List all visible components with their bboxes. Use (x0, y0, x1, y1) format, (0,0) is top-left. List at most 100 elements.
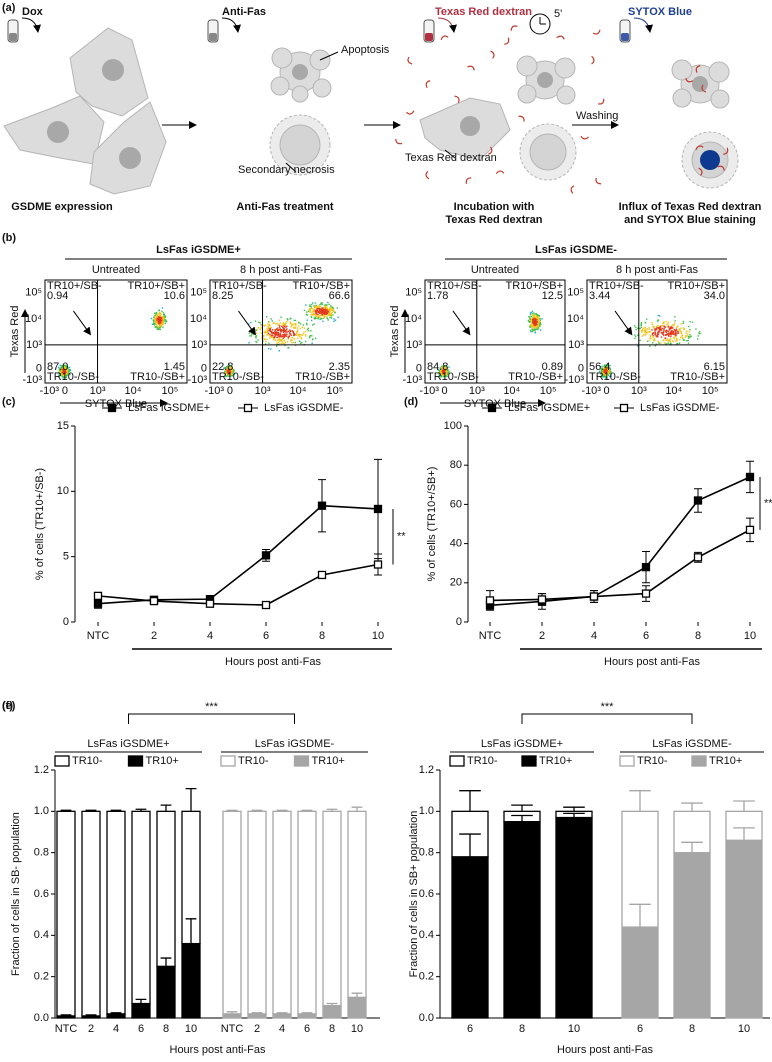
quadrant-value: 34.0 (704, 290, 725, 302)
event-dot (289, 322, 292, 325)
event-dot (58, 374, 60, 376)
event-dot (61, 374, 63, 376)
event-dot (274, 329, 276, 331)
x-tick-label: 8 (695, 630, 701, 642)
event-dot (64, 369, 66, 371)
event-dot (63, 375, 65, 377)
x-tick-label: 2 (539, 630, 545, 642)
event-dot (667, 332, 669, 335)
event-dot (158, 324, 161, 327)
event-dot (537, 327, 540, 329)
y-tick-label: 10⁴ (405, 313, 422, 325)
event-dot (536, 321, 538, 323)
event-dot (291, 338, 293, 341)
event-dot (224, 373, 226, 375)
event-dot (283, 323, 286, 325)
event-dot (653, 338, 656, 340)
event-dot (672, 340, 674, 342)
y-tick-label: 40 (450, 538, 462, 550)
event-dot (224, 368, 227, 370)
event-dot (280, 339, 283, 342)
y-tick-label: 100 (444, 420, 462, 432)
event-dot (62, 370, 64, 372)
event-dot (156, 314, 158, 316)
event-dot (439, 372, 441, 375)
x-tick-label: 8 (689, 1023, 695, 1035)
event-dot (666, 339, 668, 341)
event-dot (602, 371, 604, 374)
dextran (425, 170, 430, 180)
event-dot (538, 314, 541, 317)
event-dot (610, 371, 612, 373)
event-dot (675, 331, 677, 334)
event-dot (66, 373, 69, 375)
event-dot (310, 319, 313, 322)
event-dot (445, 368, 448, 370)
event-dot (644, 334, 646, 336)
event-dot (330, 306, 332, 309)
event-dot (160, 317, 163, 319)
event-dot (162, 323, 164, 325)
event-dot (533, 314, 535, 317)
event-dot (285, 335, 287, 337)
y-tick-label: 10⁴ (190, 313, 207, 325)
event-dot (671, 330, 674, 333)
pointer (319, 51, 339, 61)
x-tick-label: -10³ (204, 385, 224, 397)
bar-segment (621, 926, 659, 1019)
event-dot (226, 365, 229, 367)
event-dot (161, 320, 164, 322)
event-dot (640, 324, 643, 326)
significance: *** (601, 701, 615, 713)
event-dot (259, 322, 262, 324)
event-dot (258, 321, 260, 324)
x-tick-label: 10 (185, 1023, 197, 1035)
x-tick-label: 2 (151, 630, 157, 642)
event-dot (227, 374, 229, 376)
quadrant-name: TR10-/SB- (589, 371, 641, 383)
bar-segment (451, 856, 489, 1019)
event-dot (252, 333, 255, 336)
event-dot (657, 326, 659, 329)
data-point (93, 591, 103, 601)
event-dot (276, 339, 278, 342)
event-dot (445, 373, 448, 376)
y-tick-label: 20 (450, 577, 462, 589)
event-dot (327, 301, 329, 304)
plot-frame (586, 279, 728, 384)
error-bar (251, 1012, 263, 1014)
step-caption: and SYTOX Blue staining (624, 214, 756, 226)
bleb (270, 76, 290, 96)
event-dot (532, 321, 535, 323)
event-dot (674, 316, 676, 318)
event-dot (674, 329, 676, 332)
event-dot (282, 326, 284, 329)
event-dot (438, 369, 440, 372)
annotation: Apoptosis (341, 44, 390, 56)
x-tick-label: 2 (254, 1023, 260, 1035)
event-dot (313, 305, 315, 307)
event-dot (288, 336, 290, 338)
event-dot (438, 374, 441, 377)
event-dot (531, 330, 534, 333)
event-dot (687, 342, 690, 344)
event-dot (644, 326, 646, 329)
event-dot (268, 321, 270, 323)
quadrant-value: 2.35 (329, 361, 350, 373)
event-dot (608, 367, 611, 370)
event-dot (65, 366, 67, 368)
legend-swatch (220, 755, 236, 767)
event-dot (282, 324, 284, 327)
nucleus (292, 64, 308, 80)
event-dot (274, 335, 276, 337)
dextran (695, 65, 701, 73)
event-dot (300, 336, 303, 339)
x-tick-label: 10 (744, 630, 756, 642)
bar-segment (156, 965, 176, 1019)
event-dot (277, 338, 280, 341)
event-dot (260, 327, 263, 329)
event-dot (312, 312, 314, 314)
event-dot (649, 334, 651, 337)
event-dot (281, 341, 284, 343)
event-dot (538, 317, 540, 320)
